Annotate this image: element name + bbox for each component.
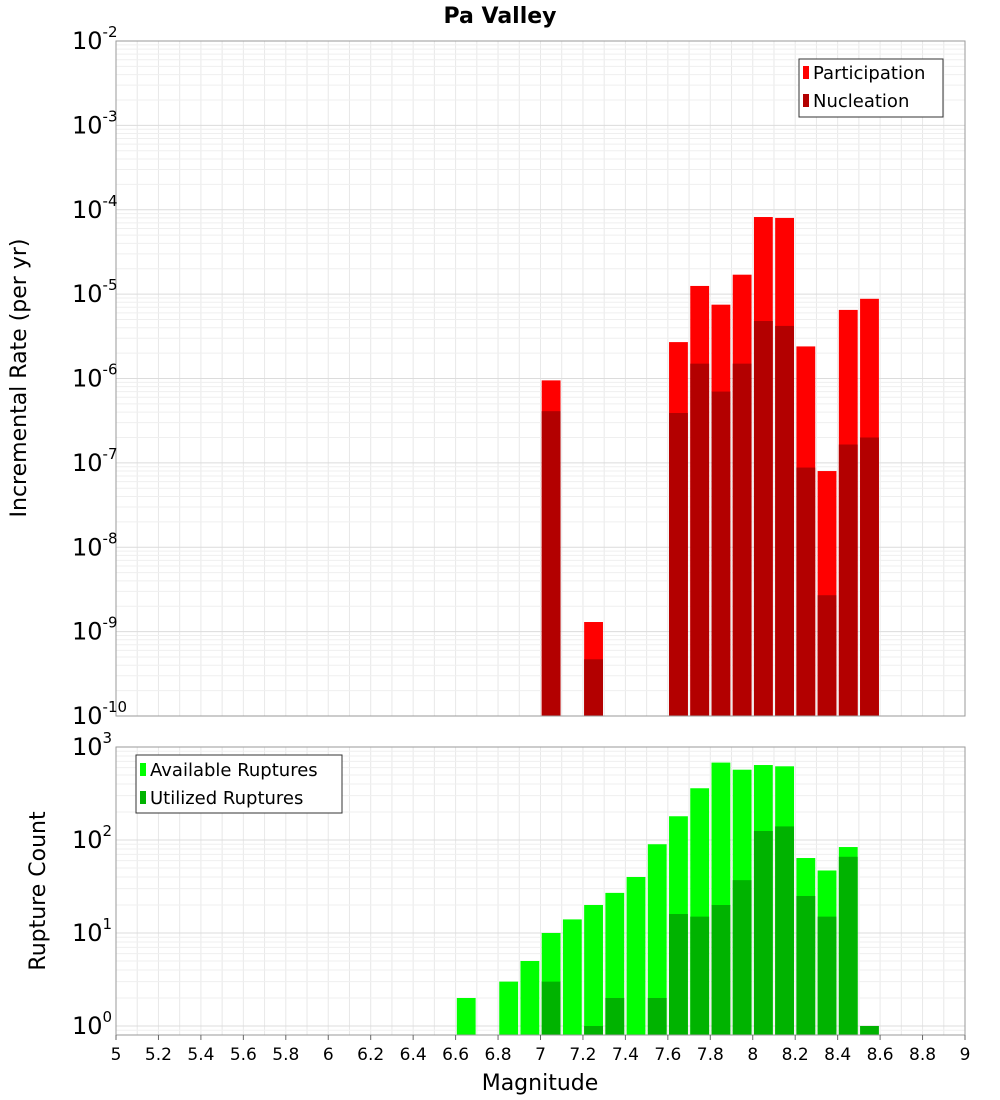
- x-tick-label: 7.4: [612, 1045, 639, 1065]
- rate-y-tick-label: 10-9: [72, 614, 118, 646]
- count-bar-secondary: [860, 1025, 879, 1035]
- rate-y-tick-label: 10-6: [72, 361, 118, 393]
- participation-legend-swatch: [803, 66, 809, 79]
- x-tick-label: 5: [111, 1045, 122, 1065]
- rate-grid: [115, 41, 966, 717]
- count-bar-primary: [562, 919, 582, 1035]
- count-y-axis-label: Rupture Count: [26, 811, 51, 971]
- x-axis-label: Magnitude: [482, 1071, 599, 1096]
- count-bar-secondary: [817, 916, 837, 1035]
- count-bar-primary: [520, 960, 540, 1035]
- nucleation-legend-swatch: [803, 94, 809, 107]
- count-bars: [456, 762, 879, 1035]
- count-y-tick-label: 100: [72, 1008, 112, 1040]
- count-bar-secondary: [796, 895, 816, 1035]
- x-tick-label: 8.2: [782, 1045, 809, 1065]
- count-bar-secondary: [541, 981, 561, 1035]
- count-bar-secondary: [711, 904, 731, 1035]
- rate-y-tick-label: 10-5: [72, 276, 118, 308]
- x-tick-label: 8.8: [909, 1045, 936, 1065]
- rate-bar-secondary: [541, 411, 561, 716]
- count-y-tick-label: 102: [72, 822, 112, 854]
- count-legend: Available Ruptures Utilized Ruptures: [135, 754, 343, 814]
- x-tick-label: 5.8: [272, 1045, 299, 1065]
- rate-bar-secondary: [711, 391, 731, 716]
- count-y-tick-label: 103: [72, 729, 112, 761]
- count-bar-secondary: [669, 914, 688, 1035]
- rate-bar-secondary: [796, 467, 816, 716]
- count-bar-secondary: [753, 830, 773, 1035]
- rate-y-tick-label: 10-10: [72, 698, 127, 730]
- count-bar-primary: [584, 904, 603, 1035]
- x-tick-label: 6.6: [442, 1045, 469, 1065]
- rate-y-ticks: 10-10 10-9 10-8 10-7 10-6 10-5 10-4 10-3 10-2: [72, 23, 127, 730]
- x-tick-label: 7.2: [569, 1045, 596, 1065]
- count-bar-secondary: [838, 856, 858, 1035]
- rate-y-axis-label: Incremental Rate (per yr): [7, 239, 32, 518]
- x-tick-label: 5.2: [145, 1045, 172, 1065]
- rate-y-tick-label: 10-3: [72, 107, 118, 139]
- x-tick-label: 6.4: [400, 1045, 427, 1065]
- count-bar-secondary: [690, 916, 710, 1035]
- rate-bar-secondary: [690, 363, 710, 716]
- participation-legend-label: Participation: [813, 63, 925, 84]
- x-tick-label: 8.6: [867, 1045, 894, 1065]
- x-tick-label: 6.8: [485, 1045, 512, 1065]
- count-y-tick-label: 101: [72, 915, 112, 947]
- x-tick-label: 5.4: [187, 1045, 214, 1065]
- rate-y-tick-label: 10-8: [72, 529, 118, 561]
- x-tick-label: 7.8: [697, 1045, 724, 1065]
- rate-bar-secondary: [669, 413, 688, 716]
- count-legend-box: [135, 754, 343, 814]
- x-tick-label: 6.2: [357, 1045, 384, 1065]
- rate-bar-secondary: [838, 444, 858, 716]
- rate-y-tick-label: 10-7: [72, 445, 118, 477]
- rate-bars: [541, 217, 879, 716]
- rate-bar-secondary: [732, 363, 752, 716]
- count-bar-secondary: [732, 880, 752, 1035]
- rate-legend: Participation Nucleation: [798, 58, 944, 118]
- count-bar-primary: [456, 997, 476, 1035]
- count-x-ticks: 5 5.2 5.4 5.6 5.8 6 6.2 6.4 6.6 6.8 7 7.2 7.4 7.6 7.8 8…: [111, 1035, 971, 1065]
- rate-y-tick-label: 10-2: [72, 23, 118, 55]
- rate-bar-secondary: [753, 321, 773, 716]
- x-tick-label: 8: [747, 1045, 758, 1065]
- rate-panel: 10-10 10-9 10-8 10-7 10-6 10-5 10-4 10-3 10-2 In…: [7, 23, 966, 730]
- count-bar-secondary: [775, 826, 794, 1035]
- available-legend-swatch: [140, 763, 146, 776]
- count-bar-secondary: [584, 1025, 603, 1035]
- x-tick-label: 8.4: [824, 1045, 851, 1065]
- count-bar-secondary: [605, 997, 625, 1035]
- rate-bar-secondary: [775, 325, 794, 716]
- utilized-legend-label: Utilized Ruptures: [150, 788, 303, 809]
- count-bar-secondary: [647, 997, 667, 1035]
- rate-bar-secondary: [817, 595, 837, 716]
- rate-bar-secondary: [584, 659, 603, 716]
- count-panel: 100 101 102 103 5 5.2 5.4 5.6 5.8 6 6.2 6.4 6.6 6.8 7…: [26, 729, 970, 1096]
- rate-bar-secondary: [860, 437, 879, 716]
- available-legend-label: Available Ruptures: [150, 760, 318, 781]
- x-tick-label: 9: [960, 1045, 971, 1065]
- rate-y-tick-label: 10-4: [72, 192, 118, 224]
- x-tick-label: 6: [323, 1045, 334, 1065]
- count-bar-primary: [647, 844, 667, 1035]
- rate-plot-border: [115, 40, 966, 717]
- count-y-ticks: 100 101 102 103: [72, 729, 112, 1040]
- nucleation-legend-label: Nucleation: [813, 91, 909, 112]
- chart-title: Pa Valley: [443, 4, 556, 29]
- x-tick-label: 7: [535, 1045, 546, 1065]
- count-bar-primary: [499, 981, 519, 1035]
- x-tick-label: 5.6: [230, 1045, 257, 1065]
- count-bar-primary: [626, 877, 646, 1035]
- rate-legend-box: [798, 58, 944, 118]
- x-tick-label: 7.6: [654, 1045, 681, 1065]
- utilized-legend-swatch: [140, 791, 146, 804]
